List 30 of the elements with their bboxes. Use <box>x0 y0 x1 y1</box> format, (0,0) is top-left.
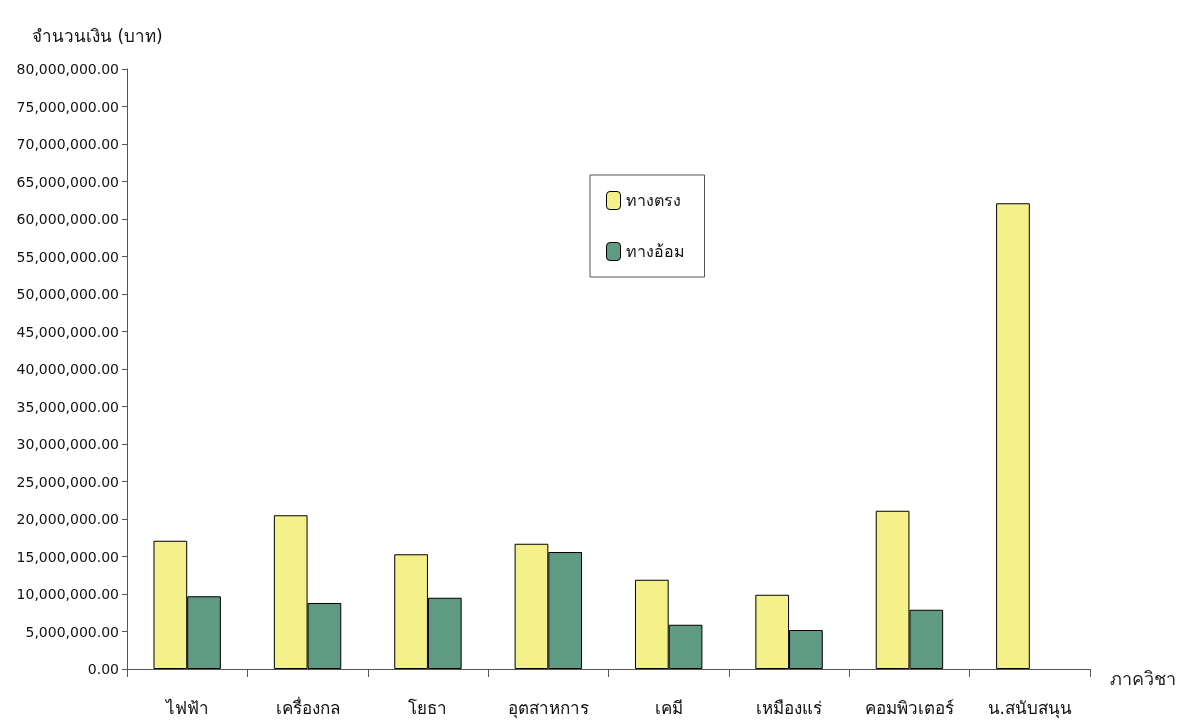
y-tick-label: 65,000,000.00 <box>16 173 119 190</box>
y-tick-label: 30,000,000.00 <box>16 436 119 452</box>
y-tick-label: 0.00 <box>87 661 119 677</box>
y-tick-label: 75,000,000.00 <box>16 98 119 115</box>
legend-label: ทางอ้อม <box>625 242 685 261</box>
x-tick-label: น.สนับสนุน <box>987 697 1073 719</box>
y-tick-label: 50,000,000.00 <box>16 286 119 302</box>
y-tick-label: 35,000,000.00 <box>16 398 119 415</box>
x-tick-label: เครื่องกล <box>275 695 340 718</box>
y-tick-label: 20,000,000.00 <box>16 511 119 527</box>
x-tick-label: อุตสาหการ <box>507 697 589 719</box>
y-tick-label: 60,000,000.00 <box>16 211 119 227</box>
x-tick-label: คอมพิวเตอร์ <box>864 697 954 718</box>
y-tick-label: 15,000,000.00 <box>16 548 119 565</box>
x-tick-label: เหมืองแร่ <box>756 697 823 718</box>
y-tick-label: 10,000,000.00 <box>16 586 119 602</box>
legend-label: ทางตรง <box>625 191 681 210</box>
y-tick-label: 25,000,000.00 <box>16 473 119 490</box>
bar <box>996 203 1030 669</box>
y-tick-label: 40,000,000.00 <box>16 361 119 377</box>
y-tick-label: 55,000,000.00 <box>16 248 119 265</box>
x-axis-title: ภาควิชา <box>1110 667 1176 689</box>
y-tick-label: 70,000,000.00 <box>16 136 119 152</box>
y-tick-label: 5,000,000.00 <box>25 623 119 640</box>
x-tick-label: โยธา <box>408 697 448 718</box>
x-tick-label: เคมี <box>654 697 683 718</box>
y-axis-title: จำนวนเงิน (บาท) <box>32 25 163 46</box>
y-tick-label: 80,000,000.00 <box>16 61 119 77</box>
x-tick-label: ไฟฟ้า <box>163 697 209 718</box>
y-tick-label: 45,000,000.00 <box>16 323 119 340</box>
